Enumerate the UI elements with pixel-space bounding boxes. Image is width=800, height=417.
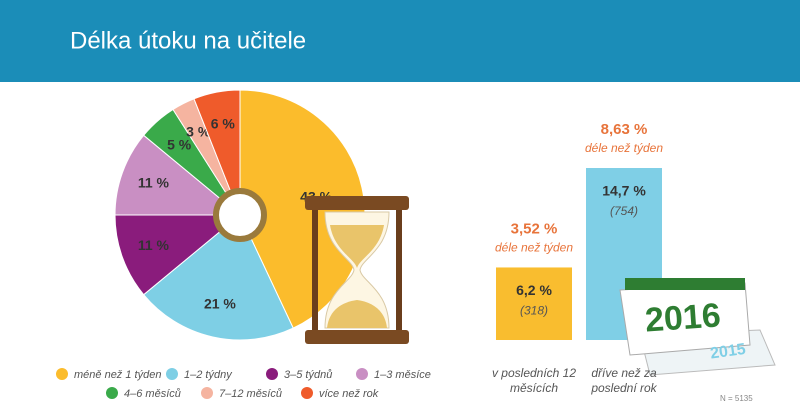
bar-value-label: 6,2 %: [516, 282, 552, 298]
legend-label: 7–12 měsíců: [219, 388, 282, 400]
legend: méně než 1 týden 1–2 týdny 3–5 týdnů 1–3 mě…: [56, 368, 431, 400]
annotation-text: déle než týden: [495, 241, 573, 255]
calendar: [619, 278, 776, 376]
legend-swatch: [356, 368, 368, 380]
annotation-value: 3,52 %: [511, 220, 558, 237]
header-band: [0, 0, 800, 82]
pie-slice: [142, 214, 294, 341]
bar-value-label: 14,7 %: [602, 183, 646, 199]
legend-label: 1–3 měsíce: [374, 369, 431, 381]
slice-label: 6 %: [211, 115, 236, 131]
legend-swatch: [301, 387, 313, 399]
hourglass: [305, 196, 409, 344]
calendar-year: 2016: [644, 296, 722, 339]
legend-swatch: [56, 368, 68, 380]
pie-slice: [114, 214, 242, 296]
pie-hole: [213, 188, 267, 242]
pie: 43 %21 %11 %11 %5 %3 %6 %: [114, 89, 366, 341]
x-category-label: v posledních 12 měsících: [491, 366, 577, 395]
legend-label: 3–5 týdnů: [284, 369, 332, 381]
legend-swatch: [166, 368, 178, 380]
slice-label: 11 %: [138, 237, 170, 253]
legend-label: více než rok: [319, 388, 379, 400]
slice-label: 5 %: [167, 137, 192, 153]
legend-swatch: [266, 368, 278, 380]
annotation-value: 8,63 %: [601, 121, 648, 138]
pie-slice: [193, 89, 241, 216]
bar-count-label: (318): [520, 304, 548, 318]
legend-swatch: [201, 387, 213, 399]
slice-label: 21 %: [204, 295, 236, 311]
slice-label: 3 %: [186, 124, 211, 140]
pie-slice: [114, 134, 242, 216]
pie-slice: [239, 89, 366, 329]
legend-label: méně než 1 týden: [74, 369, 161, 381]
x-category-label: dříve než za poslední rok: [591, 366, 657, 395]
annotation-text: déle než týden: [585, 141, 663, 155]
note: N = 5135: [720, 394, 753, 403]
chart-title: Délka útoku na učitele: [70, 27, 306, 54]
legend-label: 4–6 měsíců: [124, 388, 181, 400]
bar: [496, 267, 572, 340]
legend-label: 1–2 týdny: [184, 369, 233, 381]
slice-label: 11 %: [138, 175, 170, 191]
calendar-year-back: 2015: [709, 341, 747, 363]
bar-count-label: (754): [610, 204, 638, 218]
legend-swatch: [106, 387, 118, 399]
